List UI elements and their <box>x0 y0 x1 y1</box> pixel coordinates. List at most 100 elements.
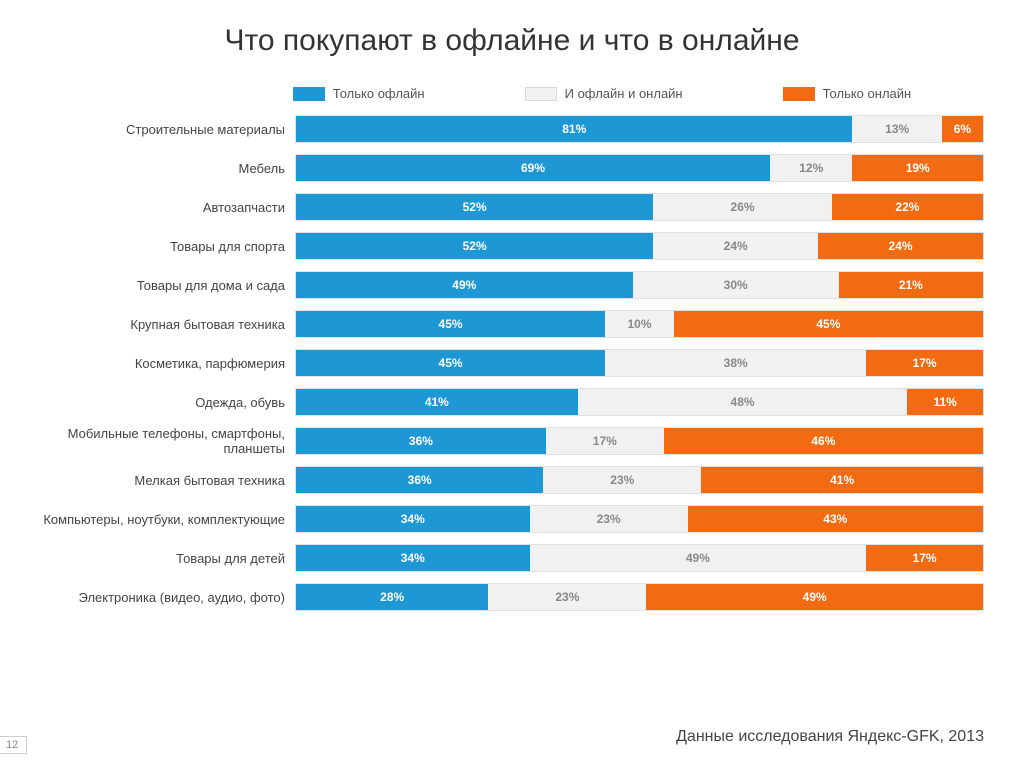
legend-swatch-offline <box>293 87 325 101</box>
legend-label-offline: Только офлайн <box>333 86 425 101</box>
bar-segment-offline: 81% <box>296 116 852 142</box>
bar-segment-online: 43% <box>688 506 983 532</box>
bar-track: 34%23%43% <box>295 505 984 533</box>
bar-segment-online: 46% <box>664 428 983 454</box>
bar-segment-both: 48% <box>578 389 908 415</box>
bar-value-both: 23% <box>597 512 621 526</box>
bar-segment-online: 21% <box>839 272 983 298</box>
legend-label-online: Только онлайн <box>823 86 912 101</box>
bar-track: 28%23%49% <box>295 583 984 611</box>
bar-segment-both: 30% <box>633 272 839 298</box>
bar-value-online: 17% <box>913 551 937 565</box>
bar-value-online: 24% <box>889 239 913 253</box>
bar-segment-online: 45% <box>674 311 983 337</box>
bar-track: 69% 12% 19% <box>295 154 984 182</box>
bar-value-both: 26% <box>731 200 755 214</box>
bar-value-offline: 45% <box>439 356 463 370</box>
stacked-bar-chart: Строительные материалы81%13%6%Мебель69%1… <box>40 115 984 611</box>
bar-value-offline: 52% <box>463 239 487 253</box>
category-label: Мобильные телефоны, смартфоны, планшеты <box>40 426 295 456</box>
chart-row: Косметика, парфюмерия 45% 38% 17% <box>40 349 984 377</box>
bar-segment-offline: 28% <box>296 584 488 610</box>
bar-segment-offline: 34% <box>296 545 530 571</box>
bar-value-both: 23% <box>610 473 634 487</box>
legend-swatch-both <box>525 87 557 101</box>
bar-value-offline: 34% <box>401 551 425 565</box>
bar-segment-offline: 52% <box>296 233 653 259</box>
chart-row: Мебель69%12%19% <box>40 154 984 182</box>
bar-track: 36% 17% 46% <box>295 427 984 455</box>
chart-row: Мелкая бытовая техника 36% 23% 41% <box>40 466 984 494</box>
bar-segment-online: 49% <box>646 584 983 610</box>
chart-row: Автозапчасти52% 26% 22% <box>40 193 984 221</box>
chart-row: Товары для спорта 52% 24% 24% <box>40 232 984 260</box>
bar-value-both: 38% <box>724 356 748 370</box>
bar-value-online: 41% <box>830 473 854 487</box>
chart-row: Электроника (видео, аудио, фото)28%23%49… <box>40 583 984 611</box>
bar-value-offline: 28% <box>380 590 404 604</box>
chart-row: Товары для детей 34% 49% 17% <box>40 544 984 572</box>
bar-value-offline: 41% <box>425 395 449 409</box>
bar-value-online: 19% <box>906 161 930 175</box>
category-label: Косметика, парфюмерия <box>40 356 295 371</box>
legend-item-both: И офлайн и онлайн <box>525 86 683 101</box>
bar-segment-both: 12% <box>770 155 852 181</box>
bar-track: 45%10%45% <box>295 310 984 338</box>
bar-segment-online: 6% <box>942 116 983 142</box>
bar-value-online: 17% <box>913 356 937 370</box>
bar-value-offline: 36% <box>409 434 433 448</box>
bar-value-online: 49% <box>803 590 827 604</box>
bar-track: 81% 13% 6% <box>295 115 984 143</box>
category-label: Товары для спорта <box>40 239 295 254</box>
category-label: Строительные материалы <box>40 122 295 137</box>
bar-segment-online: 22% <box>832 194 983 220</box>
bar-value-both: 12% <box>799 161 823 175</box>
bar-segment-offline: 49% <box>296 272 633 298</box>
bar-segment-online: 24% <box>818 233 983 259</box>
legend-swatch-online <box>783 87 815 101</box>
chart-row: Крупная бытовая техника45%10%45% <box>40 310 984 338</box>
bar-segment-online: 17% <box>866 545 983 571</box>
bar-value-online: 6% <box>954 122 971 136</box>
chart-row: Товары для дома и сада49%30%21% <box>40 271 984 299</box>
bar-segment-both: 10% <box>605 311 674 337</box>
bar-segment-offline: 41% <box>296 389 578 415</box>
slide-container: Что покупают в офлайне и что в онлайне Т… <box>0 0 1024 768</box>
bar-value-both: 24% <box>724 239 748 253</box>
category-label: Крупная бытовая техника <box>40 317 295 332</box>
bar-value-both: 10% <box>627 317 651 331</box>
bar-value-both: 13% <box>885 122 909 136</box>
bar-value-both: 49% <box>686 551 710 565</box>
category-label: Компьютеры, ноутбуки, комплектующие <box>40 512 295 527</box>
bar-value-offline: 81% <box>562 122 586 136</box>
category-label: Мелкая бытовая техника <box>40 473 295 488</box>
bar-segment-online: 11% <box>907 389 983 415</box>
bar-value-offline: 36% <box>408 473 432 487</box>
bar-value-online: 45% <box>816 317 840 331</box>
bar-track: 52% 24% 24% <box>295 232 984 260</box>
bar-value-online: 43% <box>823 512 847 526</box>
data-source: Данные исследования Яндекс-GFK, 2013 <box>676 728 984 746</box>
bar-value-online: 46% <box>811 434 835 448</box>
category-label: Автозапчасти <box>40 200 295 215</box>
category-label: Товары для дома и сада <box>40 278 295 293</box>
bar-value-both: 48% <box>731 395 755 409</box>
bar-segment-both: 26% <box>653 194 832 220</box>
category-label: Товары для детей <box>40 551 295 566</box>
page-number: 12 <box>0 736 27 754</box>
bar-track: 36% 23% 41% <box>295 466 984 494</box>
bar-segment-both: 13% <box>852 116 941 142</box>
bar-segment-both: 23% <box>530 506 688 532</box>
bar-segment-both: 17% <box>546 428 664 454</box>
chart-row: Строительные материалы 81% 13% 6% <box>40 115 984 143</box>
bar-segment-offline: 52% <box>296 194 653 220</box>
bar-segment-offline: 69% <box>296 155 770 181</box>
bar-segment-both: 38% <box>605 350 866 376</box>
bar-value-online: 11% <box>934 395 957 409</box>
bar-segment-online: 41% <box>701 467 983 493</box>
bar-segment-both: 23% <box>543 467 701 493</box>
bar-track: 45% 38% 17% <box>295 349 984 377</box>
bar-value-online: 22% <box>895 200 919 214</box>
legend-item-online: Только онлайн <box>783 86 912 101</box>
category-label: Электроника (видео, аудио, фото) <box>40 590 295 605</box>
